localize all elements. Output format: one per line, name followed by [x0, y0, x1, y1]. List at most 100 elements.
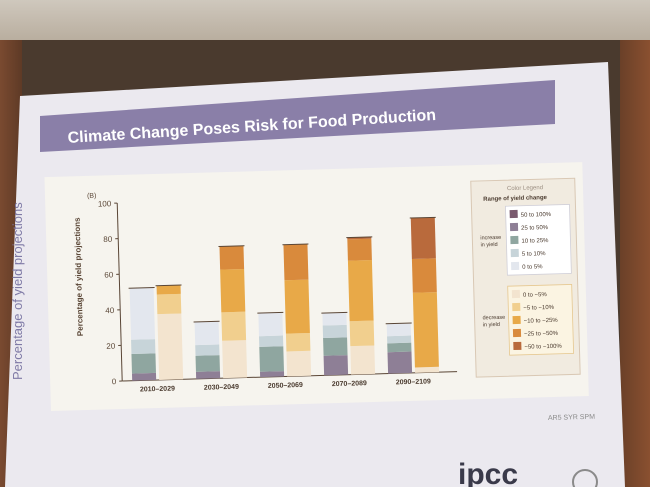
- y-axis: [116, 203, 123, 382]
- bar-segment-decrease-1-0: [156, 293, 182, 315]
- bar-segment-decrease-1-2: [285, 333, 311, 352]
- bar-top-decrease-2: [282, 243, 309, 246]
- legend-entry: 0 to 5%: [522, 264, 543, 271]
- bar-segment-decrease-2-3: [347, 260, 374, 322]
- legend-swatch: [509, 222, 519, 232]
- bar-segment-decrease-1-1: [221, 311, 247, 341]
- y-tick-label: 100: [98, 199, 112, 208]
- y-tick-label: 20: [106, 342, 116, 351]
- bar-segment-increase-4-4: [386, 323, 412, 337]
- bar-top-decrease-0: [155, 284, 182, 287]
- chart-panel: (B) Percentage of yield projections 0 20 4…: [44, 162, 589, 411]
- credit: AR5 SYR SPM: [548, 414, 595, 422]
- y-tick-label: 0: [112, 377, 117, 386]
- legend-entry: −10 to −25%: [524, 318, 559, 325]
- decrease-legend-label: decreasein yield: [483, 315, 506, 329]
- bar-segment-increase-3-1: [195, 344, 220, 356]
- y-tick-label: 60: [104, 270, 114, 279]
- category-label: 2050–2069: [268, 382, 303, 390]
- category-label: 2030–2049: [204, 384, 239, 392]
- category-label: 2070–2089: [332, 380, 367, 388]
- bar-segment-increase-1-1: [195, 371, 221, 379]
- legend-swatch: [510, 248, 519, 258]
- bar-top-increase-4: [385, 322, 412, 325]
- legend-entry: −5 to −10%: [523, 305, 555, 312]
- wall-top: [0, 0, 650, 40]
- panel-tag: (B): [87, 193, 97, 200]
- y-tick-label: 80: [103, 235, 113, 244]
- ipcc-logo: ipcc: [458, 458, 518, 487]
- bar-segment-decrease-2-4: [412, 292, 439, 368]
- bar-segment-increase-4-2: [258, 312, 283, 337]
- bar-segment-increase-2-2: [259, 346, 284, 372]
- bar-segment-decrease-0-1: [222, 340, 248, 379]
- bar-segment-decrease-2-2: [284, 279, 310, 334]
- bar-segment-decrease-2-0: [156, 284, 181, 295]
- bar-segment-decrease-0-4: [414, 366, 440, 373]
- bar-top-decrease-3: [346, 236, 373, 239]
- legend-swatch: [512, 302, 521, 312]
- bar-segment-increase-3-2: [258, 335, 284, 347]
- legend-swatch: [512, 315, 521, 325]
- bar-segment-decrease-1-3: [349, 320, 375, 347]
- increase-legend-label: increasein yield: [480, 235, 501, 249]
- un-emblem-icon: [572, 469, 598, 487]
- bar-segment-increase-1-4: [387, 351, 413, 374]
- side-axis-label: Percentage of yield projections: [10, 202, 25, 380]
- bar-top-increase-2: [257, 311, 284, 314]
- legend-entry: 25 to 50%: [521, 225, 549, 232]
- legend-swatch: [513, 341, 522, 351]
- bar-segment-decrease-3-2: [283, 244, 309, 281]
- title-band: [40, 80, 555, 152]
- bar-segment-increase-3-4: [387, 335, 412, 344]
- bar-segment-increase-2-0: [131, 353, 156, 374]
- y-axis-label: Percentage of yield projections: [73, 217, 85, 336]
- bar-top-increase-0: [128, 286, 155, 289]
- bar-segment-increase-4-1: [194, 321, 220, 346]
- legend-swatch: [511, 261, 520, 271]
- bar-segment-decrease-4-4: [410, 217, 436, 259]
- decrease-legend-group: [507, 283, 575, 356]
- y-tick-label: 40: [105, 306, 115, 315]
- y-ticks: 0 20 40 60 80 100: [98, 199, 123, 386]
- legend-subtitle: Range of yield change: [483, 195, 547, 203]
- legend-items: increasein yield 50 to 100% 25 to 50% 10 to…: [480, 204, 575, 356]
- bar-segment-decrease-3-1: [219, 245, 245, 270]
- bars: [128, 216, 440, 381]
- legend-entry: 10 to 25%: [521, 238, 549, 245]
- bar-segment-increase-4-3: [322, 312, 347, 326]
- legend-swatch: [510, 235, 519, 245]
- legend-entry: −50 to −100%: [524, 344, 562, 351]
- bar-segment-increase-1-3: [323, 355, 349, 376]
- category-labels: 2010–2029 2030–2049 2050–2069 2070–2089 2090…: [140, 378, 431, 393]
- bar-top-decrease-4: [409, 216, 436, 219]
- bar-segment-decrease-0-2: [286, 350, 312, 377]
- legend-entry: −25 to −50%: [524, 331, 559, 338]
- bar-segment-increase-1-0: [131, 372, 157, 381]
- legend-entry: 50 to 100%: [521, 212, 552, 219]
- legend-swatch: [512, 328, 522, 338]
- category-label: 2010–2029: [140, 386, 175, 394]
- category-label: 2090–2109: [396, 378, 431, 386]
- bar-segment-decrease-3-3: [347, 238, 372, 261]
- bar-segment-decrease-0-0: [157, 313, 184, 380]
- bar-segment-increase-4-0: [129, 287, 156, 340]
- color-legend: Color Legend Range of yield change incre…: [470, 177, 581, 378]
- bar-segment-increase-2-4: [387, 342, 412, 353]
- bar-segment-decrease-0-3: [350, 345, 376, 375]
- legend-swatch: [511, 289, 521, 299]
- bar-segment-decrease-3-4: [411, 258, 437, 293]
- bar-segment-increase-2-1: [195, 355, 220, 372]
- legend-entry: 5 to 10%: [522, 251, 547, 258]
- bar-top-increase-1: [193, 320, 220, 323]
- increase-legend-group: [505, 204, 572, 276]
- legend-entry: 0 to −5%: [523, 292, 548, 299]
- bar-top-increase-3: [321, 311, 348, 314]
- bar-segment-decrease-2-1: [220, 268, 246, 313]
- legend-swatch: [509, 209, 518, 219]
- bar-top-decrease-1: [218, 245, 245, 248]
- curtain-right: [620, 40, 650, 487]
- bar-segment-increase-1-2: [259, 371, 285, 378]
- bar-segment-increase-3-3: [322, 324, 348, 338]
- legend-title: Color Legend: [507, 185, 543, 192]
